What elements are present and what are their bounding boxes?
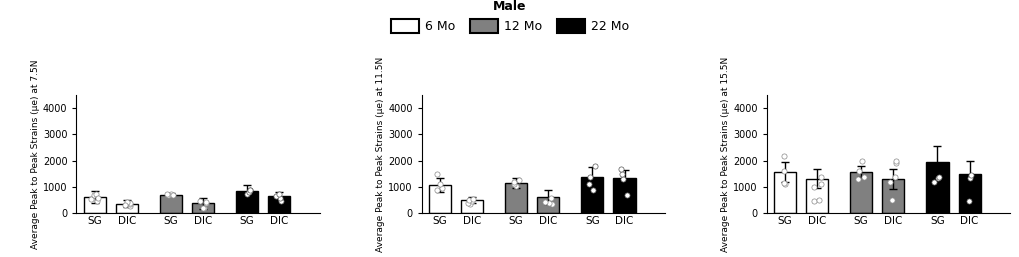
Bar <box>925 162 948 213</box>
Point <box>507 184 524 188</box>
Bar <box>805 179 827 213</box>
Bar <box>428 185 450 213</box>
Point <box>89 199 105 203</box>
Point <box>270 192 286 196</box>
Point <box>612 172 629 176</box>
Point <box>511 178 527 182</box>
Point <box>886 175 902 179</box>
Point <box>118 200 135 204</box>
Point <box>881 180 898 184</box>
Point <box>855 175 871 179</box>
Point <box>850 169 866 173</box>
Point <box>461 198 477 202</box>
Point <box>268 194 284 198</box>
Point <box>83 197 99 201</box>
Point <box>774 153 791 158</box>
Bar <box>504 183 527 213</box>
Point <box>962 173 978 177</box>
Point <box>882 198 899 202</box>
Point <box>805 185 821 189</box>
Point <box>849 177 865 181</box>
Bar <box>881 179 904 213</box>
Point <box>536 200 552 204</box>
Point <box>196 206 212 210</box>
Point <box>159 192 175 196</box>
Point <box>121 204 138 208</box>
Point <box>540 201 556 205</box>
Point <box>505 182 522 187</box>
Point <box>198 200 214 204</box>
Bar <box>115 204 138 213</box>
Point <box>960 199 976 204</box>
Point <box>242 188 258 192</box>
Bar <box>461 200 482 213</box>
Point <box>812 182 828 187</box>
Bar <box>160 195 181 213</box>
Point <box>505 180 522 184</box>
Bar <box>268 196 290 213</box>
Point <box>774 181 791 185</box>
Point <box>88 192 104 196</box>
Point <box>853 159 869 163</box>
Point <box>238 191 255 196</box>
Point <box>429 172 445 176</box>
Y-axis label: Average Peak to Peak Strains (μe) at 15.5N: Average Peak to Peak Strains (μe) at 15.… <box>720 57 730 252</box>
Y-axis label: Average Peak to Peak Strains (μe) at 11.5N: Average Peak to Peak Strains (μe) at 11.… <box>376 57 385 252</box>
Point <box>888 159 904 163</box>
Point <box>195 206 211 210</box>
Point <box>90 196 106 200</box>
Point <box>433 186 449 190</box>
Point <box>116 203 132 207</box>
Point <box>961 176 977 180</box>
Point <box>584 188 600 192</box>
Bar <box>236 191 258 213</box>
Point <box>428 188 444 192</box>
Point <box>160 193 176 197</box>
Point <box>812 175 828 179</box>
Point <box>586 164 602 168</box>
Point <box>198 201 214 205</box>
Legend: 6 Mo, 12 Mo, 22 Mo: 6 Mo, 12 Mo, 22 Mo <box>390 0 629 33</box>
Point <box>432 182 448 187</box>
Bar <box>537 197 558 213</box>
Point <box>580 182 596 187</box>
Point <box>775 182 792 187</box>
Point <box>273 199 289 203</box>
Point <box>161 193 177 197</box>
Bar <box>84 197 106 213</box>
Point <box>193 199 209 204</box>
Bar <box>958 175 979 213</box>
Point <box>805 199 821 204</box>
Y-axis label: Average Peak to Peak Strains (μe) at 7.5N: Average Peak to Peak Strains (μe) at 7.5… <box>31 59 40 249</box>
Point <box>271 196 287 200</box>
Point <box>925 180 942 184</box>
Point <box>86 193 102 197</box>
Point <box>581 175 597 179</box>
Bar <box>849 171 871 213</box>
Point <box>165 192 181 197</box>
Point <box>543 196 559 200</box>
Point <box>810 198 826 202</box>
Bar <box>581 177 603 213</box>
Point <box>242 188 258 192</box>
Point <box>460 201 476 205</box>
Point <box>887 161 903 166</box>
Point <box>543 202 559 206</box>
Point <box>775 169 792 173</box>
Bar <box>612 178 635 213</box>
Bar <box>192 203 214 213</box>
Point <box>619 193 635 197</box>
Point <box>464 199 480 203</box>
Point <box>240 190 257 194</box>
Point <box>929 175 946 179</box>
Point <box>121 201 138 205</box>
Point <box>465 197 481 201</box>
Point <box>163 192 179 196</box>
Point <box>461 202 477 206</box>
Bar <box>773 172 795 213</box>
Point <box>122 202 139 206</box>
Point <box>613 177 630 181</box>
Point <box>929 176 946 180</box>
Point <box>612 167 629 171</box>
